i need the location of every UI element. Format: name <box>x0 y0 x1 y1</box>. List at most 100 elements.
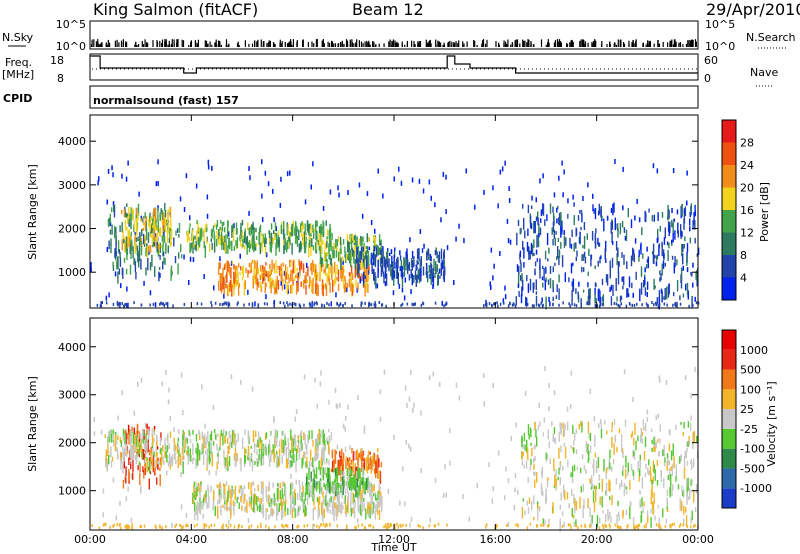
power-region-3-mark <box>282 262 284 267</box>
nsky-mark <box>260 39 262 47</box>
velocity-region-1-mark <box>249 457 251 467</box>
power-region-4-mark <box>326 259 328 269</box>
power-region-2-mark <box>312 245 315 251</box>
velocity-region-4-mark <box>336 477 339 489</box>
velocity-region-5-mark <box>593 469 595 476</box>
nsky-mark <box>401 41 403 47</box>
velocity-region-2-mark <box>377 502 379 509</box>
power-echo <box>189 215 191 221</box>
power-region-6-mark <box>517 274 520 287</box>
velocity-region-1-mark <box>137 433 140 438</box>
power-region-2-mark <box>194 235 196 240</box>
power-region-3-mark <box>235 273 237 284</box>
velocity-region-1-mark <box>268 444 270 455</box>
velocity-region-4-mark <box>361 477 363 481</box>
velocity-echo <box>420 468 422 473</box>
velocity-echo <box>571 478 574 484</box>
velocity-region-5-mark <box>662 449 664 457</box>
velocity-region-1-mark <box>225 431 227 436</box>
power-region-5-mark <box>420 270 422 282</box>
power-region-1-mark <box>124 236 126 241</box>
velocity-region-5-mark <box>561 511 564 516</box>
velocity-region-1-mark <box>156 451 158 462</box>
nsky-mark <box>516 39 519 47</box>
power-region-6-mark <box>624 236 627 241</box>
power-region-5-mark <box>431 272 434 283</box>
velocity-echo <box>462 494 464 500</box>
power-region-6-mark <box>598 206 601 214</box>
power-ground-mark <box>289 302 291 306</box>
velocity-region-5-mark <box>540 483 543 496</box>
power-region-6-mark <box>620 296 623 300</box>
velocity-region-2-mark <box>254 493 257 505</box>
nsky-mark <box>554 40 556 47</box>
power-ground-mark <box>163 304 165 308</box>
nsky-mark <box>248 43 250 47</box>
power-region-2-mark <box>323 230 325 236</box>
velocity-region-4-mark <box>334 471 337 481</box>
velocity-ground-mark <box>210 523 212 527</box>
velocity-region-2-mark <box>289 505 292 515</box>
power-region-6-mark <box>666 286 668 300</box>
velocity-region-4-mark <box>354 476 356 486</box>
velocity-region-1-mark <box>312 457 314 467</box>
velocity-colorbar-swatch <box>722 468 736 489</box>
power-ground-mark <box>116 302 119 306</box>
power-region-6-mark <box>621 252 623 258</box>
power-region-1-mark <box>155 218 157 224</box>
power-region-2-mark <box>204 224 207 232</box>
power-region-3-mark <box>317 284 319 297</box>
power-region-0-mark <box>146 243 148 249</box>
power-region-0-mark <box>123 257 126 263</box>
power-region-3-mark <box>234 265 237 277</box>
velocity-region-2-mark <box>329 509 331 514</box>
velocity-region-5-mark <box>653 464 655 473</box>
velocity-region-1-mark <box>314 438 317 446</box>
power-region-1-mark <box>133 221 136 231</box>
freq-label: Freq. <box>5 56 32 69</box>
power-region-6-mark <box>625 229 628 242</box>
power-ground-mark <box>575 304 578 308</box>
power-echo <box>157 159 159 165</box>
power-region-1-mark <box>128 229 130 238</box>
velocity-region-5-mark <box>693 431 695 443</box>
power-region-6-mark <box>616 296 618 302</box>
velocity-data-marks <box>91 366 699 532</box>
power-region-6-mark <box>587 271 589 276</box>
power-region-4-mark <box>350 256 352 268</box>
velocity-region-5-mark <box>573 514 575 519</box>
velocity-region-1-mark <box>131 446 133 459</box>
velocity-echo <box>130 473 133 479</box>
power-region-6-mark <box>535 279 537 290</box>
velocity-region-2-mark <box>240 487 242 491</box>
power-region-0-mark <box>178 234 180 238</box>
nsky-mark <box>366 40 368 47</box>
power-region-5-mark <box>415 275 417 287</box>
power-region-2-mark <box>232 224 234 231</box>
nsky-mark <box>168 44 171 47</box>
velocity-region-5-mark <box>601 478 603 492</box>
velocity-ground-mark <box>602 526 605 530</box>
velocity-region-1-mark <box>192 429 194 435</box>
power-ground-mark <box>295 303 297 307</box>
velocity-echo <box>428 375 431 381</box>
nsky-mark <box>571 41 573 47</box>
velocity-ground-mark <box>274 525 276 529</box>
power-region-6-mark <box>542 282 544 288</box>
velocity-echo <box>581 454 584 460</box>
power-region-3-mark <box>281 268 283 274</box>
velocity-echo <box>112 477 115 483</box>
velocity-echo <box>182 410 184 416</box>
velocity-region-2-mark <box>277 483 279 487</box>
power-region-6-mark <box>661 211 664 218</box>
velocity-region-5-mark <box>627 462 629 473</box>
power-region-6-mark <box>575 227 577 237</box>
power-region-3-mark <box>334 261 336 273</box>
power-echo <box>493 263 495 269</box>
velocity-region-5-mark <box>694 507 697 512</box>
velocity-ground-mark <box>547 524 549 528</box>
velocity-echo <box>144 422 147 428</box>
velocity-region-1-mark <box>136 453 138 462</box>
velocity-region-5-mark <box>642 507 644 514</box>
power-region-0-mark <box>118 249 120 254</box>
